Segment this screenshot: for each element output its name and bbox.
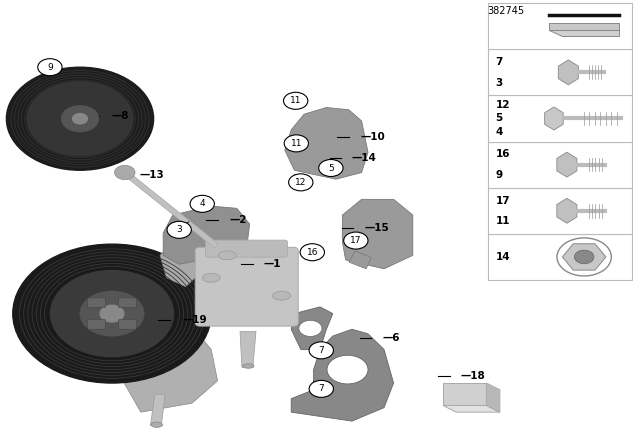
Ellipse shape (218, 251, 236, 260)
Circle shape (115, 165, 135, 180)
Circle shape (72, 114, 87, 124)
Text: 382745: 382745 (488, 6, 525, 16)
Polygon shape (240, 332, 256, 367)
Text: 14: 14 (495, 252, 510, 262)
Text: 4: 4 (495, 127, 503, 138)
Text: 3: 3 (177, 225, 182, 234)
Text: —6: —6 (383, 333, 400, 343)
Text: 3: 3 (495, 78, 502, 87)
Text: 5: 5 (495, 113, 502, 124)
Polygon shape (557, 198, 577, 223)
Circle shape (289, 174, 313, 191)
Text: —19: —19 (182, 315, 207, 325)
FancyBboxPatch shape (488, 188, 632, 234)
Text: 9: 9 (495, 170, 502, 180)
Circle shape (344, 232, 368, 249)
FancyBboxPatch shape (88, 298, 106, 308)
Text: —13: —13 (140, 170, 164, 180)
Circle shape (80, 291, 144, 336)
FancyBboxPatch shape (118, 298, 136, 308)
Circle shape (167, 221, 191, 238)
FancyBboxPatch shape (88, 319, 106, 329)
Text: —18: —18 (461, 371, 486, 381)
Polygon shape (163, 206, 250, 264)
Polygon shape (558, 60, 579, 85)
Text: 4: 4 (200, 199, 205, 208)
Polygon shape (285, 108, 368, 179)
Text: —8: —8 (112, 112, 129, 121)
Circle shape (319, 159, 343, 177)
Polygon shape (90, 260, 218, 412)
Circle shape (309, 380, 333, 397)
Polygon shape (291, 307, 333, 349)
Text: 11: 11 (495, 216, 510, 226)
Text: —2: —2 (229, 215, 246, 225)
Text: —15: —15 (365, 224, 390, 233)
Polygon shape (349, 251, 371, 269)
Circle shape (51, 271, 173, 357)
Circle shape (284, 135, 308, 152)
Text: 12: 12 (495, 99, 510, 110)
FancyBboxPatch shape (488, 49, 632, 95)
Text: 7: 7 (319, 346, 324, 355)
Polygon shape (291, 329, 394, 421)
Circle shape (309, 342, 333, 359)
Circle shape (61, 106, 99, 132)
Polygon shape (545, 107, 563, 130)
Circle shape (300, 244, 324, 261)
Text: 7: 7 (495, 57, 503, 67)
Circle shape (574, 250, 594, 264)
Polygon shape (342, 199, 413, 269)
Text: 11: 11 (291, 139, 302, 148)
Circle shape (6, 67, 154, 170)
Text: —1: —1 (264, 259, 281, 269)
Circle shape (190, 195, 214, 212)
Ellipse shape (243, 364, 254, 368)
Text: 17: 17 (495, 196, 510, 206)
Circle shape (13, 244, 211, 383)
Circle shape (299, 320, 322, 336)
Circle shape (38, 59, 62, 76)
Polygon shape (549, 23, 620, 30)
FancyBboxPatch shape (205, 240, 287, 257)
Circle shape (100, 305, 124, 322)
Text: —14: —14 (352, 153, 377, 163)
Text: —10: —10 (360, 132, 385, 142)
FancyBboxPatch shape (488, 95, 632, 142)
Text: 12: 12 (295, 178, 307, 187)
Polygon shape (563, 244, 606, 270)
Polygon shape (443, 405, 500, 412)
Text: 16: 16 (495, 150, 510, 159)
Ellipse shape (151, 422, 163, 427)
FancyBboxPatch shape (118, 319, 136, 329)
Polygon shape (160, 242, 205, 287)
Polygon shape (443, 383, 486, 405)
Ellipse shape (273, 291, 291, 300)
Polygon shape (557, 152, 577, 177)
Polygon shape (549, 30, 620, 36)
Polygon shape (486, 383, 500, 412)
Circle shape (27, 82, 133, 156)
FancyBboxPatch shape (488, 3, 632, 49)
FancyBboxPatch shape (488, 234, 632, 280)
Circle shape (284, 92, 308, 109)
FancyBboxPatch shape (195, 247, 298, 326)
Circle shape (327, 355, 368, 384)
Text: 16: 16 (307, 248, 318, 257)
Text: 5: 5 (328, 164, 333, 172)
Ellipse shape (202, 273, 220, 282)
Text: 9: 9 (47, 63, 52, 72)
Text: 7: 7 (319, 384, 324, 393)
FancyBboxPatch shape (488, 142, 632, 188)
Polygon shape (150, 394, 165, 426)
Text: 17: 17 (350, 236, 362, 245)
Text: 11: 11 (290, 96, 301, 105)
